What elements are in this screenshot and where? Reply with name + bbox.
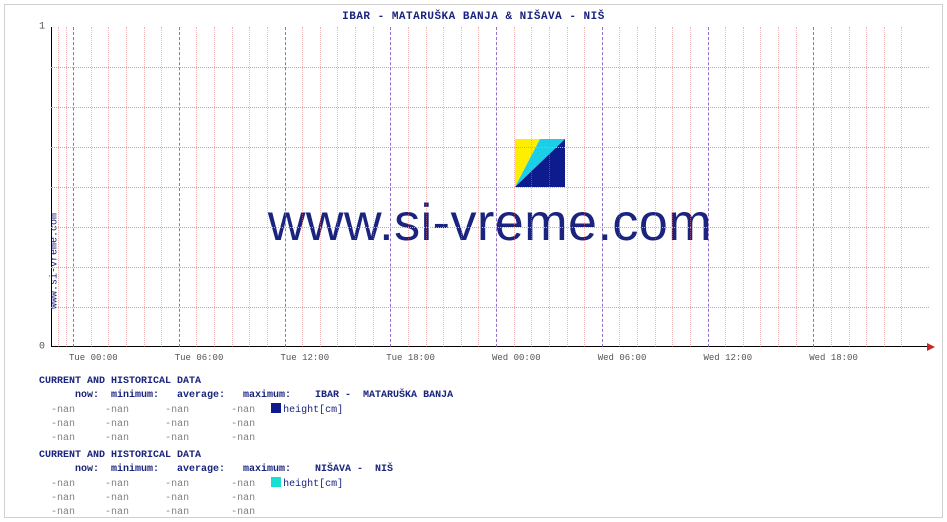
minor-vgrid bbox=[884, 27, 885, 347]
x-tick: Tue 00:00 bbox=[69, 353, 118, 363]
legend-swatch bbox=[271, 403, 281, 413]
data-row: -nan -nan -nan -nan bbox=[39, 432, 453, 446]
y-tick: 0 bbox=[39, 342, 45, 353]
x-tick: Wed 18:00 bbox=[809, 353, 858, 363]
minor-vgrid bbox=[320, 27, 321, 347]
chart-frame: www.si-vreme.com IBAR - MATARUŠKA BANJA … bbox=[4, 4, 943, 518]
minor-vgrid bbox=[232, 27, 233, 347]
minor-vgrid bbox=[531, 27, 532, 347]
minor-vgrid bbox=[66, 27, 67, 347]
minor-vgrid bbox=[514, 27, 515, 347]
data-row: -nan -nan -nan -nan bbox=[39, 492, 393, 506]
hgrid-line bbox=[51, 107, 929, 108]
minor-vgrid bbox=[126, 27, 127, 347]
plot-area: www.si-vreme.com 01Tue 00:00Tue 06:00Tue… bbox=[51, 27, 929, 347]
minor-vgrid bbox=[478, 27, 479, 347]
minor-vgrid bbox=[196, 27, 197, 347]
x-tick: Wed 00:00 bbox=[492, 353, 541, 363]
minor-vgrid bbox=[778, 27, 779, 347]
minor-vgrid bbox=[637, 27, 638, 347]
legend-label: height[cm] bbox=[283, 405, 343, 416]
minor-vgrid bbox=[796, 27, 797, 347]
data-row: -nan -nan -nan -nan bbox=[39, 418, 453, 432]
minor-vgrid bbox=[655, 27, 656, 347]
hgrid-line bbox=[51, 307, 929, 308]
x-tick: Wed 06:00 bbox=[598, 353, 647, 363]
major-vgrid bbox=[285, 27, 286, 347]
data-block-2: CURRENT AND HISTORICAL DATA now: minimum… bbox=[39, 449, 393, 520]
minor-vgrid bbox=[690, 27, 691, 347]
minor-vgrid bbox=[619, 27, 620, 347]
minor-vgrid bbox=[672, 27, 673, 347]
minor-vgrid bbox=[337, 27, 338, 347]
x-axis-arrow bbox=[927, 343, 935, 351]
major-vgrid bbox=[602, 27, 603, 347]
minor-vgrid bbox=[901, 27, 902, 347]
data-row: -nan -nan -nan -nan height[cm] bbox=[39, 403, 453, 418]
minor-vgrid bbox=[567, 27, 568, 347]
minor-vgrid bbox=[249, 27, 250, 347]
major-vgrid bbox=[390, 27, 391, 347]
hgrid-line bbox=[51, 67, 929, 68]
data-header: CURRENT AND HISTORICAL DATA bbox=[39, 375, 453, 389]
x-tick: Tue 18:00 bbox=[386, 353, 435, 363]
major-vgrid bbox=[708, 27, 709, 347]
minor-vgrid bbox=[461, 27, 462, 347]
minor-vgrid bbox=[831, 27, 832, 347]
minor-vgrid bbox=[91, 27, 92, 347]
hgrid-line bbox=[51, 187, 929, 188]
minor-vgrid bbox=[760, 27, 761, 347]
x-tick: Wed 12:00 bbox=[704, 353, 753, 363]
y-tick: 1 bbox=[39, 22, 45, 33]
major-vgrid bbox=[73, 27, 74, 347]
data-header: CURRENT AND HISTORICAL DATA bbox=[39, 449, 393, 463]
data-columns: now: minimum: average: maximum: IBAR - M… bbox=[39, 389, 453, 403]
major-vgrid bbox=[813, 27, 814, 347]
hgrid-line bbox=[51, 267, 929, 268]
minor-vgrid bbox=[743, 27, 744, 347]
legend-label: height[cm] bbox=[283, 479, 343, 490]
data-row: -nan -nan -nan -nan bbox=[39, 506, 393, 520]
minor-vgrid bbox=[849, 27, 850, 347]
hgrid-line bbox=[51, 227, 929, 228]
minor-vgrid bbox=[443, 27, 444, 347]
minor-vgrid bbox=[214, 27, 215, 347]
x-tick: Tue 06:00 bbox=[175, 353, 224, 363]
minor-vgrid bbox=[144, 27, 145, 347]
minor-vgrid bbox=[408, 27, 409, 347]
minor-vgrid bbox=[267, 27, 268, 347]
minor-vgrid bbox=[58, 27, 59, 347]
x-tick: Tue 12:00 bbox=[281, 353, 330, 363]
watermark-text: www.si-vreme.com bbox=[51, 193, 929, 253]
chart-title: IBAR - MATARUŠKA BANJA & NIŠAVA - NIŠ bbox=[5, 11, 942, 23]
minor-vgrid bbox=[355, 27, 356, 347]
data-row: -nan -nan -nan -nan height[cm] bbox=[39, 477, 393, 492]
major-vgrid bbox=[179, 27, 180, 347]
minor-vgrid bbox=[161, 27, 162, 347]
minor-vgrid bbox=[302, 27, 303, 347]
hgrid-line bbox=[51, 147, 929, 148]
minor-vgrid bbox=[725, 27, 726, 347]
legend-swatch bbox=[271, 477, 281, 487]
x-axis bbox=[51, 346, 929, 347]
minor-vgrid bbox=[108, 27, 109, 347]
minor-vgrid bbox=[549, 27, 550, 347]
minor-vgrid bbox=[584, 27, 585, 347]
data-columns: now: minimum: average: maximum: NIŠAVA -… bbox=[39, 463, 393, 477]
minor-vgrid bbox=[426, 27, 427, 347]
minor-vgrid bbox=[373, 27, 374, 347]
minor-vgrid bbox=[866, 27, 867, 347]
data-block-1: CURRENT AND HISTORICAL DATA now: minimum… bbox=[39, 375, 453, 446]
major-vgrid bbox=[496, 27, 497, 347]
